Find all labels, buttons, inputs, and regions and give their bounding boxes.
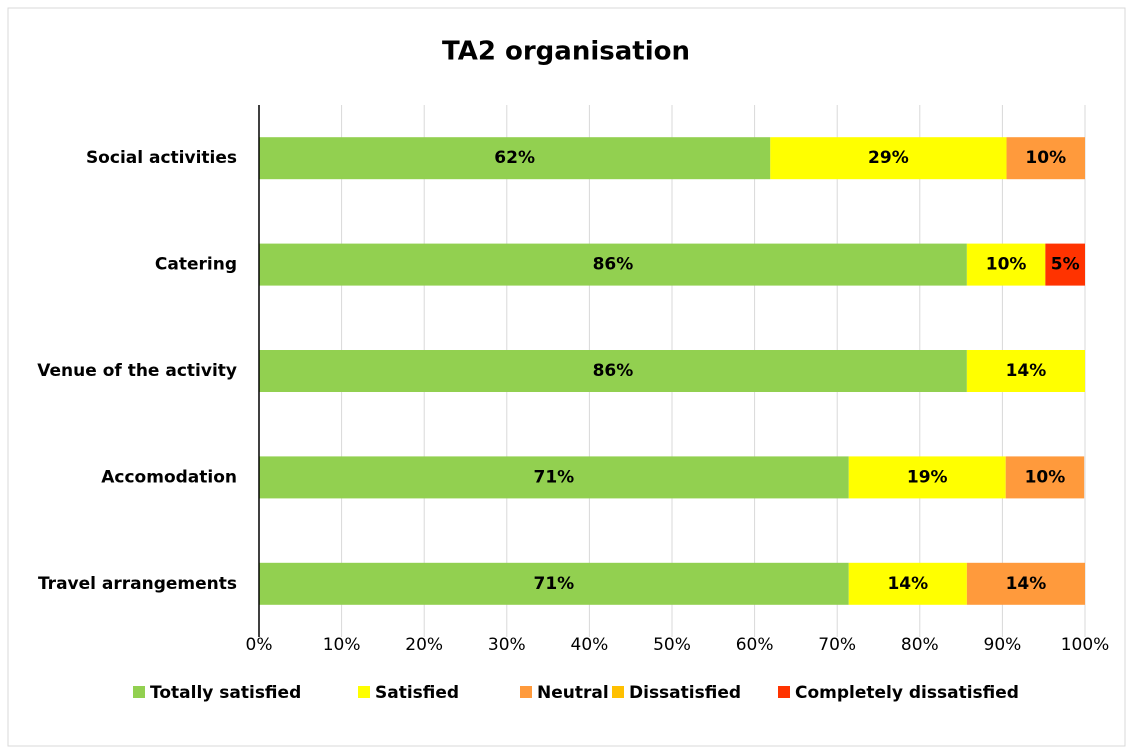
legend-swatch (520, 686, 532, 698)
x-tick-label: 100% (1061, 635, 1110, 655)
bar-segment (848, 562, 967, 605)
bar-segment (259, 456, 849, 499)
x-tick-label: 20% (405, 635, 443, 655)
y-tick-label: Social activities (86, 148, 237, 168)
bar-segment (259, 562, 849, 605)
bar-segment (1005, 456, 1085, 499)
bar-segment (259, 350, 967, 392)
x-tick-label: 50% (653, 635, 691, 655)
data-label: 14% (1006, 574, 1047, 594)
bar-segment (966, 562, 1085, 605)
chart-title: TA2 organisation (442, 37, 690, 67)
legend-swatch (358, 686, 370, 698)
bar-segment (966, 243, 1046, 286)
data-label: 71% (534, 574, 575, 594)
legend-label: Totally satisfied (150, 683, 301, 703)
data-label: 19% (907, 467, 948, 487)
bar-segment (770, 137, 1007, 180)
x-tick-label: 60% (736, 635, 774, 655)
x-tick-label: 0% (246, 635, 273, 655)
x-tick-label: 80% (901, 635, 939, 655)
data-label: 10% (986, 255, 1027, 275)
legend-swatch (778, 686, 790, 698)
x-tick-label: 40% (571, 635, 609, 655)
bar-segment (259, 243, 967, 286)
y-tick-label: Venue of the activity (37, 361, 237, 381)
legend-swatch (612, 686, 624, 698)
legend-label: Neutral (537, 683, 609, 703)
bar-segment (1006, 137, 1085, 180)
legend-label: Completely dissatisfied (795, 683, 1019, 703)
legend-swatch (133, 686, 145, 698)
y-tick-label: Travel arrangements (38, 574, 237, 594)
legend-label: Dissatisfied (629, 683, 741, 703)
data-label: 71% (534, 467, 575, 487)
legend-label: Satisfied (375, 683, 459, 703)
data-label: 5% (1051, 255, 1080, 275)
x-tick-label: 90% (984, 635, 1022, 655)
data-label: 86% (593, 361, 634, 381)
data-label: 29% (868, 148, 909, 168)
y-tick-label: Accomodation (101, 467, 237, 487)
data-label: 10% (1025, 148, 1066, 168)
data-label: 14% (887, 574, 928, 594)
bar-segment (966, 350, 1085, 392)
x-tick-label: 10% (323, 635, 361, 655)
x-tick-label: 30% (488, 635, 526, 655)
x-tick-label: 70% (818, 635, 856, 655)
data-label: 86% (593, 255, 634, 275)
data-label: 10% (1025, 467, 1066, 487)
y-tick-label: Catering (155, 255, 237, 275)
bar-segment (848, 456, 1006, 499)
data-label: 62% (494, 148, 535, 168)
bar-segment (1045, 243, 1085, 286)
data-label: 14% (1006, 361, 1047, 381)
bar-segment (259, 137, 771, 180)
